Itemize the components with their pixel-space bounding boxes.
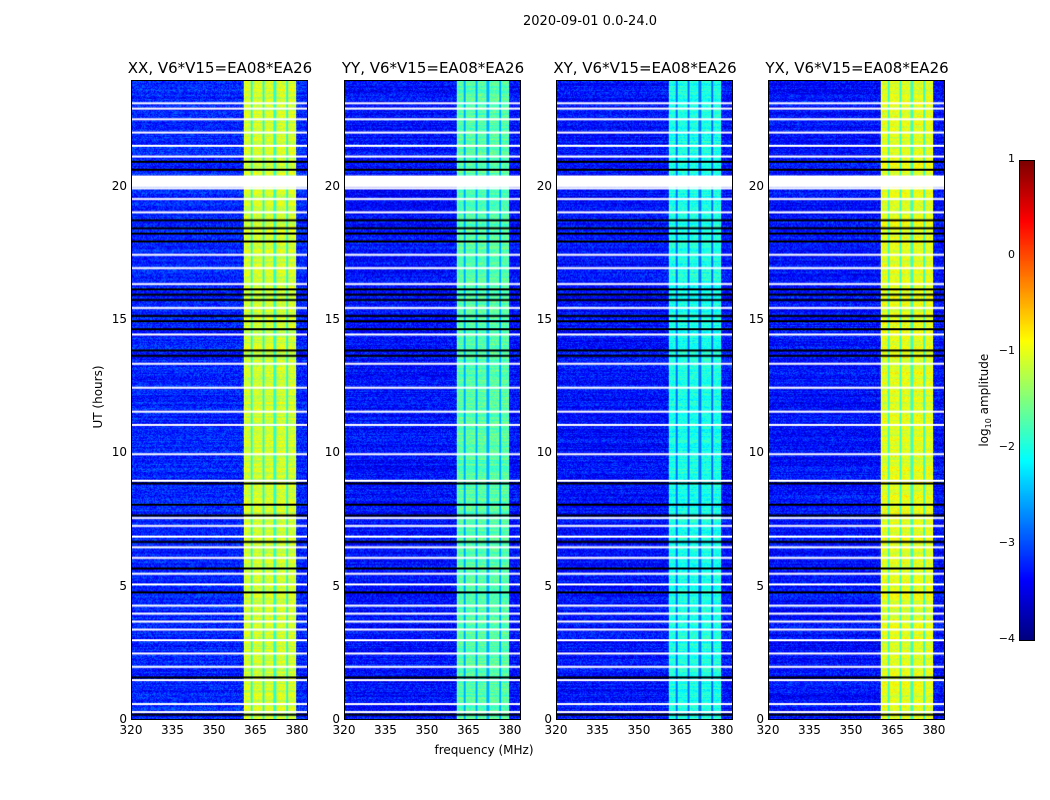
colorbar-tick-label: −4 bbox=[998, 632, 1015, 645]
colorbar-tick-label: −3 bbox=[998, 536, 1015, 549]
colorbar-tick-label: −2 bbox=[998, 440, 1015, 453]
y-tick-label: 5 bbox=[544, 578, 552, 593]
y-tick-label: 5 bbox=[756, 578, 764, 593]
y-tick-label: 20 bbox=[748, 178, 764, 193]
panel-title-xy: XY, V6*V15=EA08*EA26 bbox=[553, 59, 737, 77]
x-tick-label: 350 bbox=[839, 723, 863, 737]
x-tick-label: 350 bbox=[415, 723, 439, 737]
x-tick-label: 365 bbox=[881, 723, 904, 737]
waterfall-panel-yx bbox=[768, 80, 945, 720]
colorbar-tick-label: −1 bbox=[998, 344, 1015, 357]
colorbar-label-rest: amplitude bbox=[976, 353, 991, 419]
y-tick-label: 0 bbox=[756, 712, 764, 726]
y-tick-label: 10 bbox=[111, 445, 127, 460]
panel-title-xx: XX, V6*V15=EA08*EA26 bbox=[127, 59, 313, 77]
x-tick-label: 380 bbox=[498, 723, 522, 737]
y-tick-label: 5 bbox=[332, 578, 340, 593]
y-tick-label: 15 bbox=[748, 312, 764, 326]
y-tick-label: 0 bbox=[544, 712, 552, 726]
waterfall-panel-xy bbox=[556, 80, 733, 720]
figure-title: 2020-09-01 0.0-24.0 bbox=[523, 14, 657, 29]
colorbar-label: log10 amplitude bbox=[977, 340, 993, 460]
x-tick-label: 320 bbox=[332, 723, 356, 737]
x-tick-label: 335 bbox=[161, 723, 184, 737]
y-tick-label: 0 bbox=[332, 712, 340, 726]
waterfall-panel-yy bbox=[344, 80, 521, 720]
y-tick-label: 10 bbox=[748, 445, 764, 460]
y-tick-label: 5 bbox=[119, 578, 127, 593]
y-tick-label: 15 bbox=[324, 312, 340, 326]
y-tick-label: 20 bbox=[324, 178, 340, 193]
panel-title-yy: YY, V6*V15=EA08*EA26 bbox=[341, 59, 525, 77]
colorbar-label-sub: 10 bbox=[984, 418, 994, 429]
x-tick-label: 335 bbox=[798, 723, 821, 737]
x-tick-label: 380 bbox=[285, 723, 309, 737]
x-tick-label: 320 bbox=[756, 723, 780, 737]
x-tick-label: 380 bbox=[922, 723, 946, 737]
y-tick-label: 0 bbox=[119, 712, 127, 726]
colorbar-label-main: log bbox=[976, 428, 991, 447]
x-tick-label: 380 bbox=[710, 723, 734, 737]
y-tick-label: 10 bbox=[324, 445, 340, 460]
y-tick-label: 15 bbox=[536, 312, 552, 326]
y-tick-label: 15 bbox=[111, 312, 127, 326]
x-axis-label: frequency (MHz) bbox=[434, 743, 534, 757]
colorbar-tick-label: 0 bbox=[1008, 248, 1015, 261]
x-tick-label: 335 bbox=[374, 723, 397, 737]
x-tick-label: 365 bbox=[244, 723, 267, 737]
colorbar bbox=[1019, 160, 1035, 641]
colorbar-tick-label: 1 bbox=[1008, 152, 1015, 165]
x-tick-label: 365 bbox=[669, 723, 692, 737]
x-tick-label: 365 bbox=[457, 723, 480, 737]
waterfall-panel-xx bbox=[131, 80, 308, 720]
y-tick-label: 20 bbox=[536, 178, 552, 193]
y-tick-label: 10 bbox=[536, 445, 552, 460]
x-tick-label: 320 bbox=[119, 723, 143, 737]
x-tick-label: 320 bbox=[544, 723, 568, 737]
x-tick-label: 335 bbox=[586, 723, 609, 737]
panel-title-yx: YX, V6*V15=EA08*EA26 bbox=[765, 59, 949, 77]
y-tick-label: 20 bbox=[111, 178, 127, 193]
y-axis-label: UT (hours) bbox=[91, 365, 105, 429]
x-tick-label: 350 bbox=[202, 723, 226, 737]
x-tick-label: 350 bbox=[627, 723, 651, 737]
